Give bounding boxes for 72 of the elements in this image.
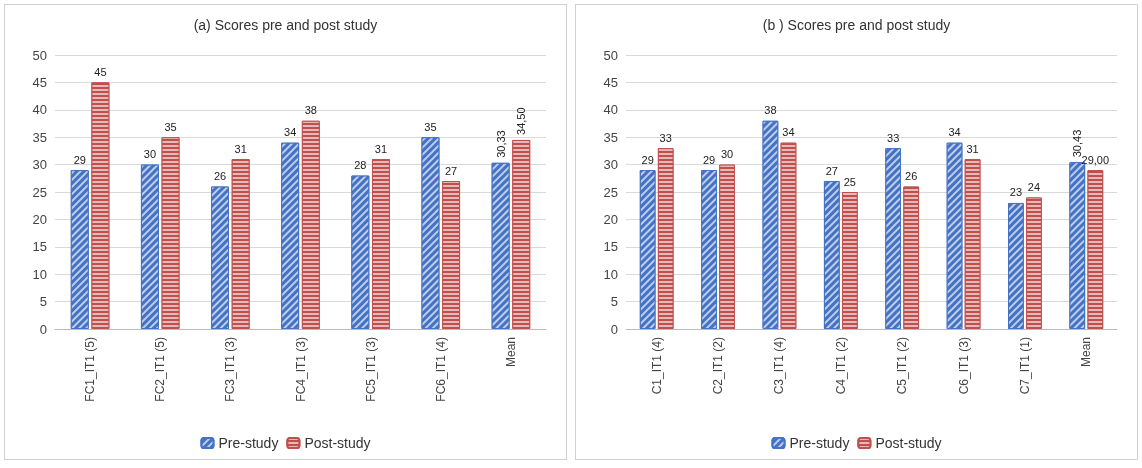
legend-label: Pre-study [218, 435, 279, 451]
data-label: 25 [843, 175, 856, 188]
data-label: 31 [374, 142, 388, 155]
data-label: 33 [887, 131, 900, 144]
y-tick-label: 25 [32, 184, 47, 200]
x-tick-label: C5_IT1 (2) [895, 337, 910, 395]
x-tick-label: FC4_IT1 (3) [293, 337, 308, 402]
y-tick-label: 30 [32, 157, 47, 173]
y-tick-label: 5 [39, 294, 47, 310]
x-tick-label: Mean [1079, 337, 1094, 368]
data-label: 23 [1009, 186, 1023, 199]
y-tick-label: 15 [603, 239, 618, 255]
data-label: 26 [905, 170, 918, 183]
chart-title: (b ) Scores pre and post study [762, 17, 951, 33]
data-label: 30 [720, 148, 734, 161]
data-label: 33 [659, 131, 672, 144]
data-label: 35 [424, 120, 437, 133]
data-label: 30,33 [494, 130, 507, 158]
y-tick-label: 40 [32, 102, 47, 118]
data-label: 29 [73, 153, 86, 166]
x-tick-label: FC5_IT1 (3) [363, 337, 378, 402]
data-label: 27 [825, 164, 838, 177]
y-tick-label: 10 [32, 266, 47, 282]
data-label: 26 [213, 170, 227, 183]
data-label: 29 [702, 153, 716, 166]
y-tick-label: 0 [39, 321, 47, 337]
y-tick-label: 0 [610, 321, 618, 337]
data-label: 34,50 [515, 107, 528, 135]
y-tick-label: 5 [610, 294, 618, 310]
y-tick-label: 45 [32, 74, 47, 90]
y-tick-label: 50 [32, 47, 47, 63]
x-tick-label: C4_IT1 (2) [833, 337, 848, 395]
y-tick-label: 25 [603, 184, 618, 200]
data-label: 24 [1027, 180, 1041, 193]
x-tick-label: C7_IT1 (1) [1017, 337, 1032, 395]
x-tick-label: C2_IT1 (2) [711, 337, 726, 395]
x-tick-label: C3_IT1 (4) [772, 337, 787, 395]
y-tick-label: 35 [603, 129, 618, 145]
chart-title: (a) Scores pre and post study [193, 17, 378, 33]
y-tick-label: 20 [603, 211, 618, 227]
x-tick-label: FC3_IT1 (3) [223, 337, 238, 402]
x-tick-label: FC1_IT1 (5) [83, 337, 98, 402]
y-tick-label: 40 [603, 102, 618, 118]
data-label: 45 [94, 65, 107, 78]
y-tick-label: 50 [603, 47, 618, 63]
x-tick-label: C6_IT1 (3) [956, 337, 971, 395]
data-label: 38 [304, 104, 317, 117]
x-tick-label: FC2_IT1 (5) [153, 337, 168, 402]
data-label: 34 [948, 126, 961, 139]
x-tick-label: C1_IT1 (4) [649, 337, 664, 395]
legend-label: Pre-study [789, 435, 850, 451]
x-tick-label: Mean [503, 337, 518, 368]
y-tick-label: 35 [32, 129, 47, 145]
data-label: 28 [354, 159, 367, 172]
data-label: 31 [234, 142, 247, 155]
legend-label: Post-study [875, 435, 942, 451]
x-tick-label: FC6_IT1 (4) [433, 337, 448, 402]
y-tick-label: 45 [603, 74, 618, 90]
data-label: 34 [284, 126, 297, 139]
data-label: 35 [164, 120, 177, 133]
data-label: 30 [143, 148, 157, 161]
y-tick-label: 30 [603, 157, 618, 173]
data-label: 31 [966, 142, 979, 155]
data-label: 29 [641, 153, 654, 166]
data-label: 38 [764, 104, 777, 117]
y-tick-label: 10 [603, 266, 618, 282]
data-label: 27 [444, 164, 458, 177]
data-label: 34 [782, 126, 795, 139]
y-tick-label: 15 [32, 239, 47, 255]
legend-label: Post-study [304, 435, 371, 451]
data-label: 29,00 [1081, 153, 1110, 166]
y-tick-label: 20 [32, 211, 47, 227]
